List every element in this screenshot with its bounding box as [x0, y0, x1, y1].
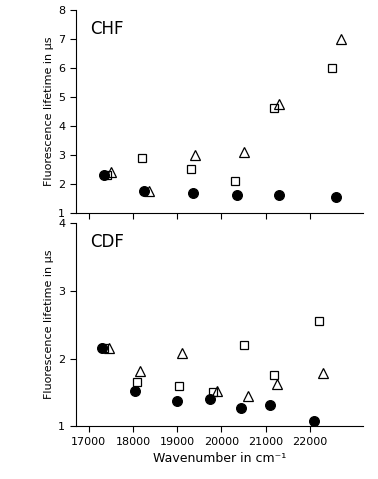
- X-axis label: Wavenumber in cm⁻¹: Wavenumber in cm⁻¹: [153, 452, 286, 465]
- Y-axis label: Fluorescence lifetime in μs: Fluorescence lifetime in μs: [44, 250, 54, 399]
- Text: CHF: CHF: [90, 20, 124, 38]
- Y-axis label: Fluorescence lifetime in μs: Fluorescence lifetime in μs: [44, 36, 54, 186]
- Text: CDF: CDF: [90, 233, 124, 251]
